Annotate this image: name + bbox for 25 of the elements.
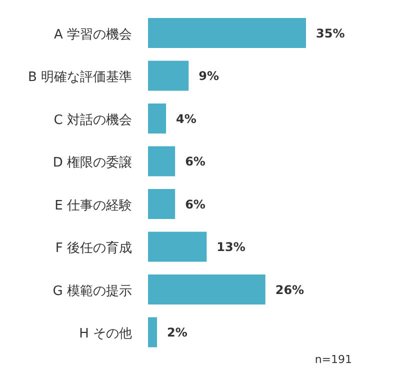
bar — [148, 104, 166, 134]
y-tick-label: B 明確な評価基準 — [28, 70, 132, 86]
data-label: 26% — [275, 282, 304, 297]
data-label: 6% — [185, 154, 206, 169]
data-label: 4% — [176, 112, 196, 126]
bar — [148, 189, 176, 219]
y-tick-label: G 模範の提示 — [52, 284, 132, 299]
bar — [148, 274, 266, 304]
y-tick-label: E 仕事の経験 — [54, 198, 132, 214]
y-tick-label: A 学習の機会 — [54, 27, 132, 42]
bar — [148, 18, 306, 48]
bar — [148, 317, 158, 348]
text: n=191 — [314, 353, 352, 366]
data-label: 35% — [316, 26, 345, 40]
y-tick-label: D 権限の委譲 — [52, 156, 132, 171]
data-label: 2% — [167, 326, 188, 340]
data-label: 9% — [198, 69, 220, 84]
data-label: 6% — [185, 197, 206, 212]
y-tick-label: F 後任の育成 — [55, 240, 132, 256]
bar — [148, 146, 176, 176]
data-label: 13% — [216, 240, 246, 254]
y-tick-label: H その他 — [79, 326, 132, 342]
y-tick-label: C 対話の機会 — [54, 112, 132, 128]
bar — [148, 232, 207, 262]
bar — [148, 60, 189, 91]
